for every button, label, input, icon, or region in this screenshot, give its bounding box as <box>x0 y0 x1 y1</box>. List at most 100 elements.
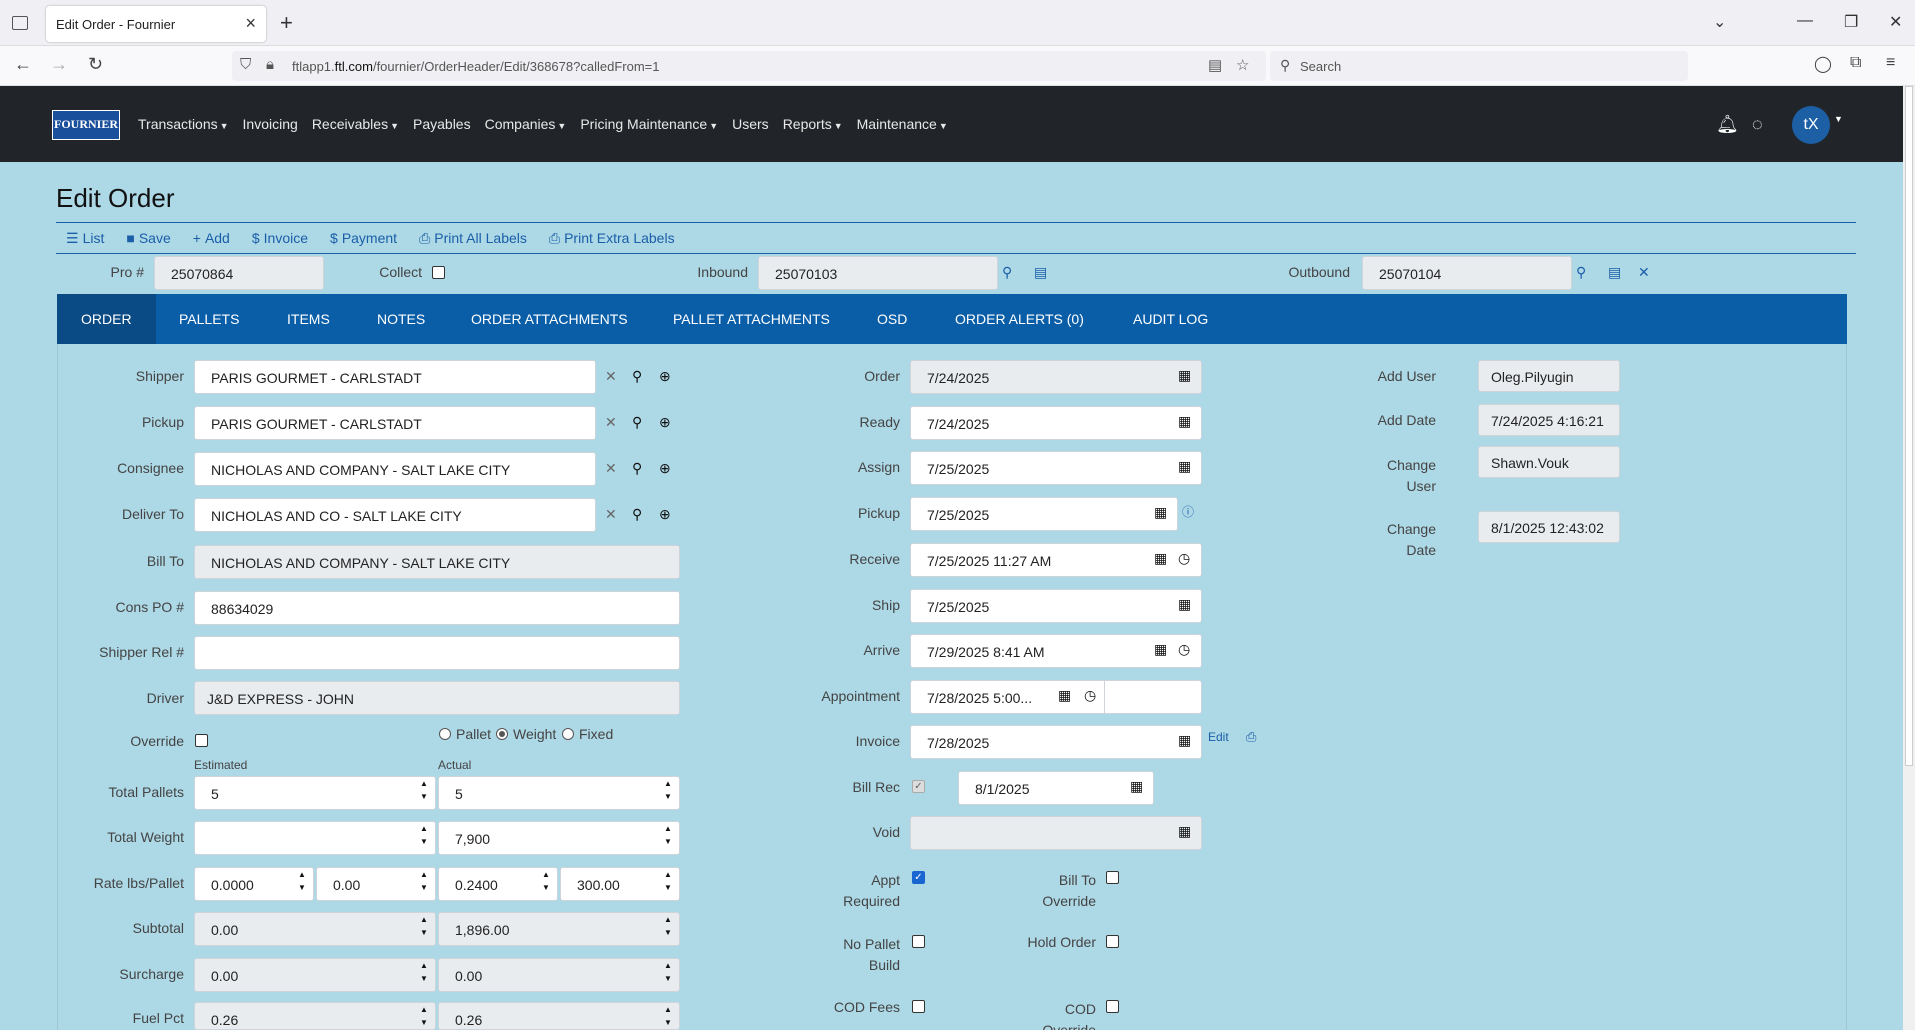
search-icon[interactable]: ⚲ <box>632 460 643 476</box>
stepper-arrows[interactable]: ▲ ▼ <box>664 824 672 846</box>
rate-input-4[interactable]: 300.00 <box>560 867 680 901</box>
clear-icon[interactable]: ✕ <box>605 460 617 476</box>
close-tab-icon[interactable]: × <box>245 13 256 33</box>
stepper-arrows[interactable]: ▲ ▼ <box>542 870 550 892</box>
invoice-date-field[interactable]: 7/28/2025 <box>910 725 1202 759</box>
save-button[interactable]: ■ Save <box>126 230 171 246</box>
bookmark-star-icon[interactable]: ☆ <box>1236 57 1250 74</box>
weight-estimated-input[interactable] <box>194 821 436 855</box>
reload-icon[interactable]: ↻ <box>88 54 104 74</box>
ready-date-field[interactable]: 7/24/2025 <box>910 406 1202 440</box>
calendar-icon[interactable]: ▦ <box>1178 413 1192 429</box>
assign-date-field[interactable]: 7/25/2025 <box>910 451 1202 485</box>
pallets-estimated-input[interactable]: 5 <box>194 776 436 810</box>
chat-icon[interactable]: ◌ <box>1752 114 1763 134</box>
info-icon[interactable]: ⓘ <box>1182 505 1195 519</box>
weight-radio[interactable] <box>496 728 508 740</box>
calendar-icon[interactable]: ▦ <box>1130 778 1144 794</box>
menu-item-receivables[interactable]: Receivables ▼ <box>311 116 399 132</box>
stepper-arrows[interactable]: ▲ ▼ <box>298 870 306 892</box>
subtotal-actual-input[interactable]: 1,896.00 <box>438 912 680 946</box>
search-icon[interactable]: ⚲ <box>632 506 643 522</box>
menu-item-reports[interactable]: Reports ▼ <box>782 116 843 132</box>
calendar-icon[interactable]: ▦ <box>1178 823 1192 839</box>
tab-audit-log[interactable]: AUDIT LOG <box>1133 311 1209 327</box>
lock-icon[interactable]: 🔒︎ <box>266 56 274 73</box>
clear-icon[interactable]: ✕ <box>1638 264 1650 280</box>
calendar-icon[interactable]: ▦ <box>1154 504 1168 520</box>
pickup-field[interactable]: PARIS GOURMET - CARLSTADT <box>194 406 596 440</box>
print-extra-labels-button[interactable]: ⎙ Print Extra Labels <box>548 230 675 246</box>
driver-field[interactable]: J&D EXPRESS - JOHN <box>194 681 680 715</box>
stepper-arrows[interactable]: ▲ ▼ <box>420 824 428 846</box>
chevron-down-icon[interactable]: ▼ <box>1834 114 1843 124</box>
menu-item-payables[interactable]: Payables <box>413 116 471 132</box>
subtotal-estimated-input[interactable]: 0.00 <box>194 912 436 946</box>
browser-search-input[interactable]: ⚲ Search <box>1270 51 1688 81</box>
rate-input-2[interactable]: 0.00 <box>316 867 436 901</box>
calendar-icon[interactable]: ▦ <box>1178 458 1192 474</box>
shipper-rel-field[interactable] <box>194 636 680 670</box>
bill-rec-checkbox[interactable]: ✓ <box>912 780 925 793</box>
calendar-icon[interactable]: ▦ <box>1178 732 1192 748</box>
pallet-radio[interactable] <box>439 728 451 740</box>
clear-icon[interactable]: ✕ <box>605 414 617 430</box>
avatar[interactable]: tX <box>1792 106 1830 144</box>
tab-list-icon[interactable] <box>12 16 28 30</box>
tab-order-attachments[interactable]: ORDER ATTACHMENTS <box>471 311 628 327</box>
calendar-icon[interactable]: ▦ <box>1058 687 1072 703</box>
menu-item-invoicing[interactable]: Invoicing <box>242 116 298 132</box>
appointment-field[interactable]: 7/28/2025 5:00... <box>910 680 1202 714</box>
zoom-search-icon[interactable]: ⊕ <box>659 460 671 476</box>
fixed-radio[interactable] <box>562 728 574 740</box>
appt-required-checkbox[interactable]: ✓ <box>912 871 925 884</box>
pro-number-field[interactable]: 25070864 <box>154 256 324 290</box>
stepper-arrows[interactable]: ▲ ▼ <box>664 915 672 937</box>
void-date-field[interactable] <box>910 816 1202 850</box>
shield-icon[interactable]: ⛉ <box>240 56 252 73</box>
shipper-field[interactable]: PARIS GOURMET - CARLSTADT <box>194 360 596 394</box>
tab-overflow-icon[interactable]: ⌄ <box>1713 14 1727 31</box>
account-icon[interactable]: ◯ <box>1814 56 1832 73</box>
url-text[interactable]: ftlapp1.ftl.com/fournier/OrderHeader/Edi… <box>292 59 660 74</box>
tab-notes[interactable]: NOTES <box>377 311 426 327</box>
url-bar[interactable]: ⛉ 🔒︎ ftlapp1.ftl.com/fournier/OrderHeade… <box>232 51 1266 81</box>
inbound-field[interactable]: 25070103 <box>758 256 998 290</box>
calendar-icon[interactable]: ▦ <box>1154 641 1168 657</box>
extensions-icon[interactable]: ⧉ <box>1850 54 1862 71</box>
menu-item-pricing-maintenance[interactable]: Pricing Maintenance ▼ <box>580 116 719 132</box>
invoice-button[interactable]: $ Invoice <box>251 230 309 246</box>
zoom-search-icon[interactable]: ⊕ <box>659 368 671 384</box>
stepper-arrows[interactable]: ▲ ▼ <box>664 870 672 892</box>
tab-pallets[interactable]: PALLETS <box>179 311 240 327</box>
browser-tab[interactable]: Edit Order - Fournier × <box>46 6 266 42</box>
stepper-arrows[interactable]: ▲ ▼ <box>420 1005 428 1027</box>
cod-override-checkbox[interactable] <box>1106 1000 1119 1013</box>
clear-icon[interactable]: ✕ <box>605 368 617 384</box>
rate-input-3[interactable]: 0.2400 <box>438 867 558 901</box>
consignee-field[interactable]: NICHOLAS AND COMPANY - SALT LAKE CITY <box>194 452 596 486</box>
calendar-icon[interactable]: ▦ <box>1154 550 1168 566</box>
menu-item-users[interactable]: Users <box>732 116 769 132</box>
back-icon[interactable]: ← <box>14 54 32 74</box>
search-icon[interactable]: ⚲ <box>632 414 643 430</box>
menu-item-companies[interactable]: Companies ▼ <box>484 116 567 132</box>
pallets-actual-input[interactable]: 5 <box>438 776 680 810</box>
collect-checkbox[interactable] <box>432 266 445 279</box>
order-date-field[interactable]: 7/24/2025 <box>910 360 1202 394</box>
new-tab-icon[interactable]: + <box>280 10 293 35</box>
stepper-arrows[interactable]: ▲ ▼ <box>664 779 672 801</box>
print-icon[interactable]: ⎙ <box>1246 729 1257 744</box>
cod-fees-checkbox[interactable] <box>912 1000 925 1013</box>
clock-icon[interactable]: ◷ <box>1084 687 1097 703</box>
cons-po-field[interactable]: 88634029 <box>194 591 680 625</box>
stepper-arrows[interactable]: ▲ ▼ <box>420 779 428 801</box>
clear-icon[interactable]: ✕ <box>605 506 617 522</box>
tab-order[interactable]: ORDER <box>57 294 156 344</box>
minimize-icon[interactable]: — <box>1797 12 1813 29</box>
add-button[interactable]: + Add <box>192 230 230 246</box>
stepper-arrows[interactable]: ▲ ▼ <box>664 1005 672 1027</box>
clock-icon[interactable]: ◷ <box>1178 641 1191 657</box>
forward-icon[interactable]: → <box>50 54 68 74</box>
weight-actual-input[interactable]: 7,900 <box>438 821 680 855</box>
